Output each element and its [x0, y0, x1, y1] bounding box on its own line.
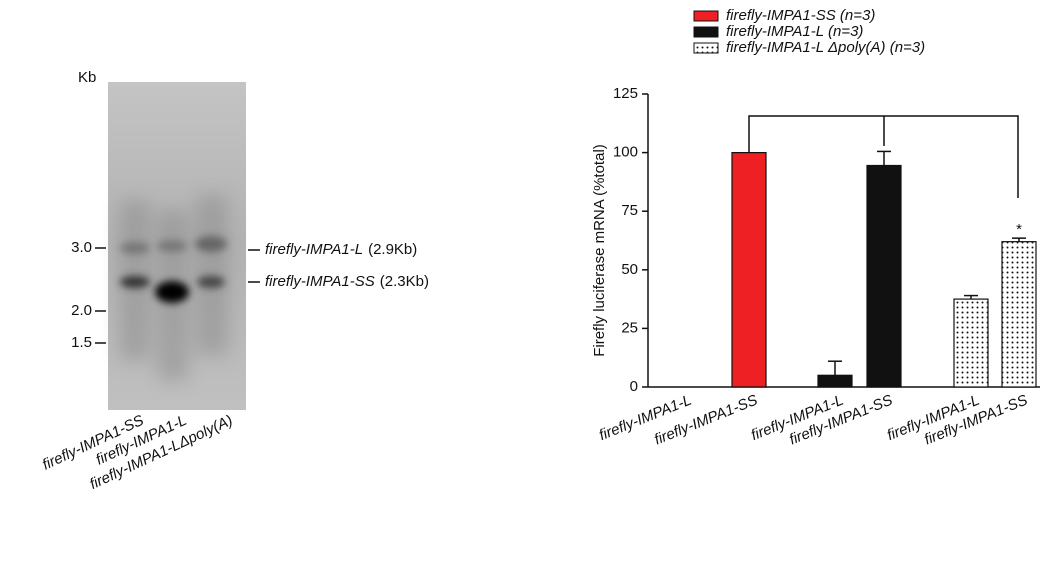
- marker-label: 3.0: [71, 239, 92, 256]
- legend-label: firefly-IMPA1-SS (n=3): [726, 7, 875, 24]
- y-tick-label: 125: [613, 85, 638, 102]
- bar: [1002, 242, 1036, 387]
- band-name: firefly-IMPA1-SS: [265, 273, 375, 290]
- y-tick-label: 100: [613, 144, 638, 161]
- bar: [818, 375, 852, 387]
- bar: [732, 153, 766, 387]
- marker-label: 2.0: [71, 302, 92, 319]
- y-tick-label: 75: [621, 202, 638, 219]
- marker-label: 1.5: [71, 334, 92, 351]
- y-tick-label: 0: [630, 378, 638, 395]
- band-size: (2.3Kb): [380, 273, 429, 290]
- y-axis-label: Firefly luciferase mRNA (%total): [591, 144, 608, 357]
- legend-label: firefly-IMPA1-L Δpoly(A) (n=3): [726, 39, 925, 56]
- band-size: (2.9Kb): [368, 241, 417, 258]
- band-label: firefly-IMPA1-SS (2.3Kb): [265, 273, 429, 290]
- blot-image: [108, 82, 246, 410]
- legend-label: firefly-IMPA1-L (n=3): [726, 23, 863, 40]
- significance-mark: *: [1016, 221, 1022, 238]
- band-label: firefly-IMPA1-L (2.9Kb): [265, 241, 417, 258]
- error-bar: [877, 151, 891, 165]
- bar: [954, 299, 988, 387]
- blot-unit: Kb: [78, 69, 96, 86]
- legend-swatch: [694, 27, 718, 37]
- legend-swatch: [694, 11, 718, 21]
- legend-swatch: [694, 43, 718, 53]
- y-tick-label: 25: [621, 319, 638, 336]
- y-tick-label: 50: [621, 261, 638, 278]
- error-bar: [828, 361, 842, 375]
- bar: [867, 165, 901, 387]
- band-name: firefly-IMPA1-L: [265, 241, 363, 258]
- figure: Kb3.02.01.5firefly-IMPA1-L(2.9Kb)firefly…: [0, 0, 1051, 561]
